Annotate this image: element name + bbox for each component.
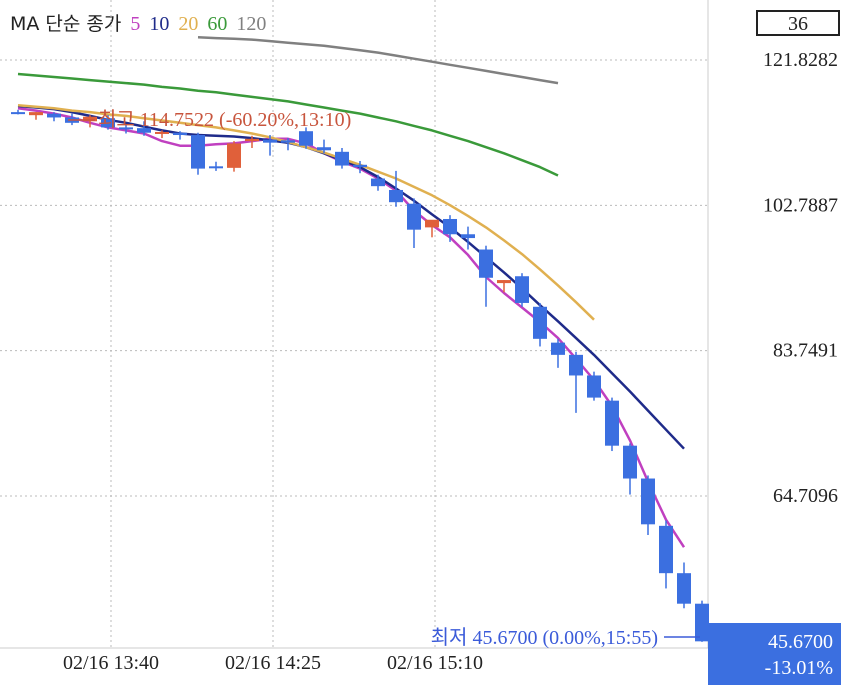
- candle-body: [389, 189, 403, 203]
- candle-body: [263, 139, 277, 143]
- candle-body: [317, 147, 331, 151]
- current-price-badge: 45.6700 -13.01%: [708, 623, 841, 685]
- ma-line-60: [17, 72, 559, 177]
- candle-body: [623, 445, 637, 479]
- candle-body: [29, 112, 43, 116]
- high-annotation: 최고 114.7522 (-60.20%,13:10): [98, 108, 351, 131]
- y-tick-label: 121.8282: [763, 49, 838, 71]
- x-tick-label: 02/16 15:10: [387, 652, 483, 674]
- candle-body: [425, 219, 439, 228]
- candle-body: [173, 132, 187, 136]
- candle-body: [677, 573, 691, 604]
- candle-body: [479, 249, 493, 278]
- candle-body: [461, 234, 475, 239]
- ma-legend-5: 5: [130, 13, 141, 35]
- candle-body: [47, 113, 61, 118]
- y-tick-label: 64.7096: [773, 485, 838, 507]
- candle-body: [209, 166, 223, 169]
- ma-legend-60: 60: [207, 13, 228, 35]
- candle-body: [497, 280, 511, 284]
- candle-body: [101, 118, 115, 128]
- ma-legend-120: 120: [236, 13, 267, 35]
- candle-body: [335, 151, 349, 166]
- candle-body: [299, 131, 313, 146]
- candle-body: [155, 131, 169, 134]
- ma-line-5: [17, 107, 686, 548]
- candle-body: [227, 143, 241, 168]
- candle-body: [83, 116, 97, 122]
- ma-legend: MA 단순 종가 5 10 20 60 120: [10, 9, 270, 36]
- candle-body: [551, 342, 565, 355]
- x-tick-label: 02/16 14:25: [225, 652, 321, 674]
- candle-body: [533, 306, 547, 339]
- count-box[interactable]: 36: [756, 10, 840, 36]
- ma-line-120: [197, 36, 559, 85]
- ma-legend-20: 20: [178, 13, 199, 35]
- candle-body: [587, 375, 601, 398]
- x-tick-label: 02/16 13:40: [63, 652, 159, 674]
- candle-body: [281, 140, 295, 143]
- candle-body: [695, 603, 709, 642]
- current-price-value: 45.6700: [768, 631, 833, 653]
- y-tick-label: 83.7491: [773, 340, 838, 362]
- candle-body: [515, 276, 529, 303]
- y-tick-label: 102.7887: [763, 194, 838, 216]
- candle-body: [353, 164, 367, 168]
- current-price-change: -13.01%: [764, 657, 833, 679]
- candle-body: [443, 218, 457, 235]
- ma-legend-title: MA 단순 종가: [10, 13, 122, 35]
- ma-legend-10: 10: [149, 13, 170, 35]
- candle-body: [119, 127, 133, 130]
- candle-body: [11, 112, 25, 115]
- low-annotation: 최저 45.6700 (0.00%,15:55): [431, 626, 658, 649]
- candle-body: [605, 400, 619, 446]
- candle-body: [371, 178, 385, 187]
- candle-body: [245, 138, 259, 142]
- candle-body: [407, 203, 421, 230]
- candle-body: [569, 354, 583, 376]
- candle-body: [659, 525, 673, 574]
- candle-body: [641, 478, 655, 525]
- candle-body: [137, 128, 151, 133]
- ma-line-10: [17, 104, 685, 450]
- candle-body: [191, 135, 205, 169]
